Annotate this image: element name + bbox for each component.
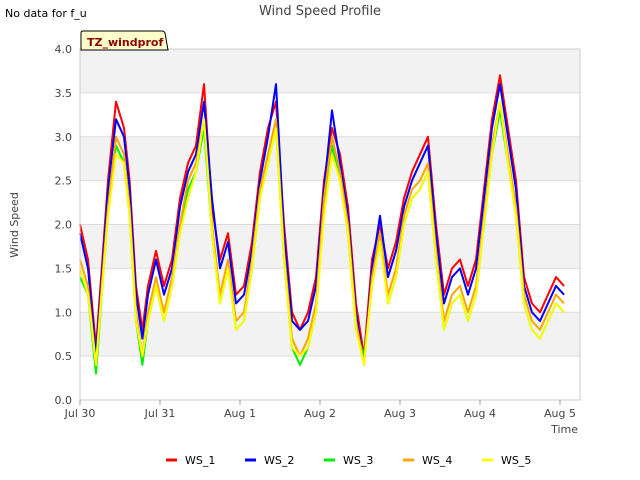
y-tick-label: 1.5 <box>55 262 73 275</box>
annotation-box <box>80 30 169 51</box>
x-tick-label: Aug 3 <box>384 407 416 420</box>
plot-band <box>80 356 580 400</box>
legend: WS_1 WS_2 WS_3 WS_4 WS_5 <box>166 454 531 467</box>
legend-label: WS_3 <box>343 454 373 467</box>
series-line-ws-5 <box>79 100 565 366</box>
y-tick-label: 3.5 <box>55 87 73 100</box>
y-axis-label: Wind Speed <box>8 192 21 258</box>
plot-band <box>80 180 580 225</box>
legend-label: WS_4 <box>422 454 452 467</box>
x-tick-label: Jul 30 <box>64 407 96 420</box>
plot-background <box>80 49 580 400</box>
y-tick-label: 0.5 <box>55 350 73 363</box>
series-line-ws-2 <box>79 83 565 366</box>
chart-title: Wind Speed Profile <box>259 4 381 19</box>
y-tick-label: 2.0 <box>55 219 73 232</box>
plot-band <box>80 224 580 269</box>
y-tick-label: 0.0 <box>55 394 73 407</box>
y-axis-ticks: 0.0 0.5 1.0 1.5 2.0 2.5 3.0 3.5 4.0 <box>55 43 73 407</box>
x-tick-label: Aug 5 <box>544 407 576 420</box>
legend-label: WS_1 <box>185 454 215 467</box>
y-tick-label: 1.0 <box>55 306 73 319</box>
x-tick-label: Aug 2 <box>304 407 336 420</box>
legend-label: WS_5 <box>501 454 531 467</box>
y-tick-label: 4.0 <box>55 43 73 56</box>
series-layer <box>79 74 565 375</box>
x-tick-label: Jul 31 <box>144 407 176 420</box>
annotation-text: TZ_windprof <box>87 36 163 49</box>
no-data-note: No data for f_u <box>5 7 87 20</box>
x-tick-label: Aug 1 <box>224 407 256 420</box>
plot-frame <box>79 48 581 401</box>
annotation-badge: TZ_windprof <box>80 30 169 51</box>
x-axis-label: Time <box>550 423 578 436</box>
y-tick-label: 2.5 <box>55 175 73 188</box>
y-tick-label: 3.0 <box>55 131 73 144</box>
x-tick-label: Aug 4 <box>464 407 496 420</box>
legend-label: WS_2 <box>264 454 294 467</box>
x-axis-ticks: Jul 30 Jul 31 Aug 1 Aug 2 Aug 3 Aug 4 Aug 5 <box>64 400 576 420</box>
plot-band <box>80 312 580 357</box>
plot-band <box>80 49 580 93</box>
